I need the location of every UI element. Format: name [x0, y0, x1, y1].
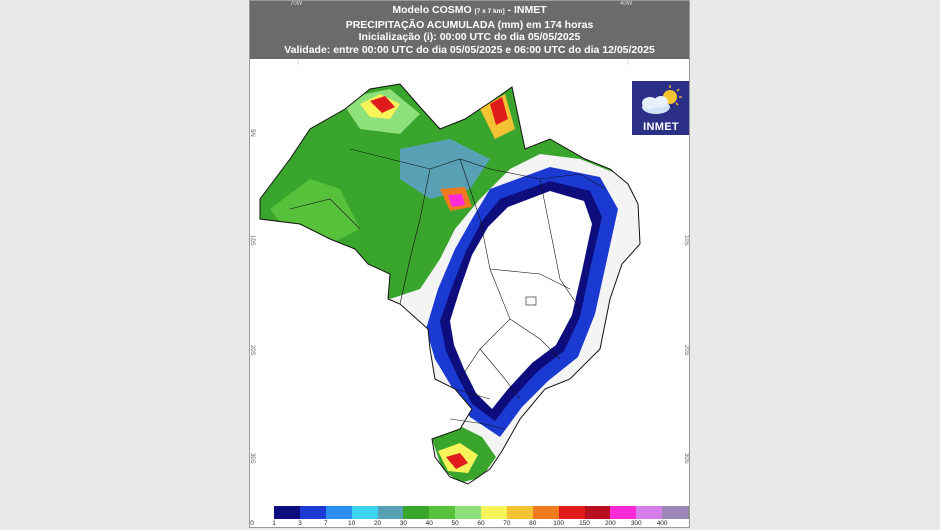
lat-label-5n: 5N	[249, 129, 255, 137]
lat-label-30s: 30S	[249, 453, 255, 464]
legend-tick-label: 50	[451, 520, 459, 527]
rain-area-red-north	[370, 96, 395, 113]
forecast-map-panel: 70W 40W Modelo COSMO [7 x 7 km] - INMET …	[249, 0, 690, 528]
legend-swatch	[532, 506, 559, 519]
precipitation-legend: 0 1 3 7 10 20 30 40 50 60 70 80 100 150 200 300 400	[250, 504, 689, 527]
legend-swatch	[662, 506, 688, 519]
legend-swatch	[584, 506, 611, 519]
legend-tick-label: 40	[425, 520, 433, 527]
legend-tick-label: 1	[272, 520, 276, 527]
precipitation-map	[250, 59, 641, 485]
legend-tick-label: 0	[250, 520, 254, 527]
legend-tick-label: 30	[399, 520, 407, 527]
legend-tick-label: 3	[298, 520, 302, 527]
logo-text: INMET	[643, 121, 679, 133]
lat-label-10s: 10S	[249, 235, 255, 246]
rain-area-magenta	[448, 194, 465, 207]
legend-tick-label: 70	[503, 520, 511, 527]
legend-tick-label: 400	[656, 520, 668, 527]
legend-tick-label: 60	[477, 520, 485, 527]
lon-label-40w: 40W	[620, 1, 633, 7]
legend-swatch	[481, 506, 507, 519]
legend-swatch	[455, 506, 481, 519]
legend-swatch	[636, 506, 663, 519]
legend-tick-label: 150	[579, 520, 590, 527]
legend-tick-label: 7	[323, 520, 328, 527]
legend-swatch	[252, 506, 274, 519]
legend-tick-label: 10	[348, 520, 356, 527]
legend-swatch	[299, 506, 326, 519]
rain-area-teal	[400, 139, 490, 199]
legend-tick-label: 300	[630, 520, 642, 527]
rain-area-south-red	[446, 453, 468, 469]
legend-swatch	[274, 506, 300, 519]
lat-label-20s-right: 20S	[683, 345, 689, 356]
legend-swatch	[403, 506, 430, 519]
legend-swatch	[325, 506, 352, 519]
legend-swatch	[688, 506, 689, 519]
legend-tick-label: 100	[553, 520, 565, 527]
lat-label-20s: 20S	[249, 345, 255, 356]
legend-swatch	[377, 506, 404, 519]
legend-swatch	[351, 506, 378, 519]
rain-area-red-ne	[490, 97, 508, 125]
legend-swatch	[610, 506, 637, 519]
graticule	[250, 59, 629, 458]
legend-swatch	[506, 506, 533, 519]
state-borders	[259, 83, 641, 485]
legend-tick-label: 20	[373, 520, 382, 527]
validity-text: Validade: entre 00:00 UTC do dia 05/05/2…	[284, 43, 655, 56]
legend-swatch	[558, 506, 585, 519]
initialization-text: Inicialização (i): 00:00 UTC do dia 05/0…	[358, 31, 581, 43]
product-title: PRECIPITAÇÃO ACUMULADA (mm) em 174 horas	[345, 18, 594, 31]
legend-tick-label: 200	[604, 520, 616, 527]
weather-cloud-sun-icon	[642, 85, 682, 114]
inmet-logo: INMET	[632, 81, 689, 135]
model-title: Modelo COSMO [7 x 7 km] - INMET	[392, 4, 547, 16]
legend-swatch	[429, 506, 456, 519]
lat-label-10s-right: 10S	[683, 235, 689, 246]
map-header: 70W 40W Modelo COSMO [7 x 7 km] - INMET …	[250, 1, 689, 59]
legend-tick-label: 80	[529, 520, 537, 527]
lat-label-30s-right: 30S	[683, 453, 689, 464]
lon-label-70w: 70W	[290, 1, 303, 7]
